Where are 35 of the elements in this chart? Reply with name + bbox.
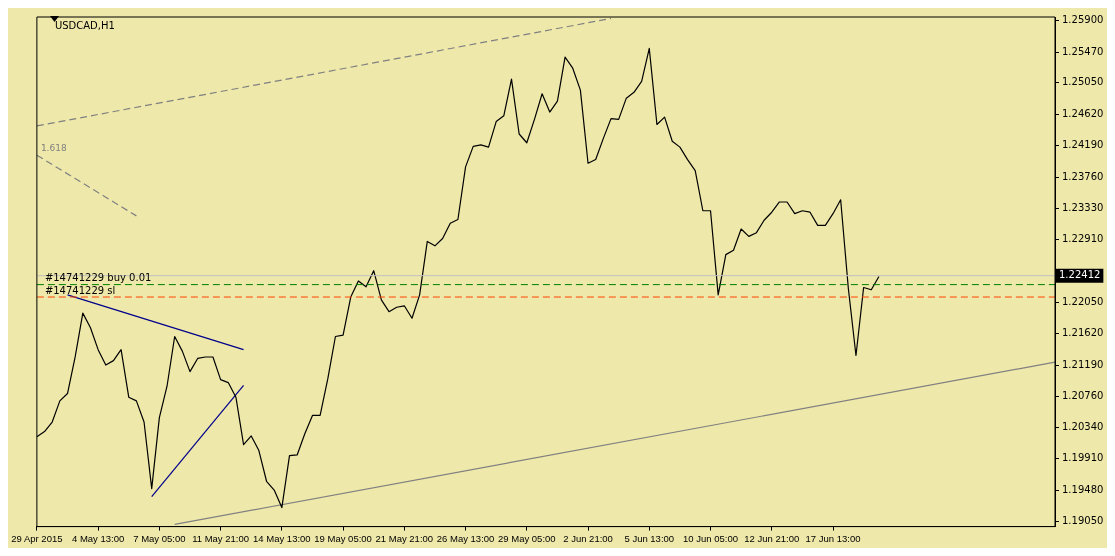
x-tick-label: 5 Jun 13:00 [624,532,675,544]
y-tick-label: 1.23760 [1062,170,1104,182]
x-tick-label: 4 May 13:00 [71,532,125,544]
annotation: 1.618 [40,143,67,154]
y-tick-label: 1.25900 [1062,14,1104,26]
y-tick-label: 1.19480 [1062,483,1104,495]
ref-line-label: 1.22412 [1059,269,1101,281]
x-tick-label: 11 May 21:00 [192,532,250,544]
y-tick-label: 1.21620 [1062,327,1104,339]
y-tick-label: 1.25470 [1062,45,1104,57]
x-tick-label: 7 May 05:00 [133,532,186,544]
y-tick-label: 1.25050 [1062,76,1104,88]
y-tick-label: 1.23330 [1062,202,1104,214]
x-tick-label: 29 Apr 2015 [11,532,63,544]
y-tick-label: 1.21190 [1062,358,1104,370]
chart-title: USDCAD,H1 [54,19,115,31]
x-tick-label: 12 Jun 21:00 [744,532,800,544]
y-tick-label: 1.24190 [1062,139,1104,151]
y-tick-label: 1.22050 [1062,295,1104,307]
y-tick-label: 1.20760 [1062,390,1104,402]
x-tick-label: 10 Jun 05:00 [683,532,738,544]
x-tick-label: 26 May 13:00 [436,532,495,544]
y-tick-label: 1.19050 [1062,515,1104,527]
y-tick-label: 1.22910 [1062,232,1104,244]
x-tick-label: 2 Jun 21:00 [563,532,613,544]
ref-line-label: #14741229 sl [44,284,116,296]
y-tick-label: 1.19910 [1062,452,1104,464]
x-tick-label: 19 May 05:00 [314,532,372,544]
ref-line-label: #14741229 buy 0.01 [44,272,152,284]
x-tick-label: 17 Jun 13:00 [805,532,861,544]
x-tick-label: 21 May 21:00 [375,532,434,544]
y-tick-label: 1.24620 [1062,107,1104,119]
x-tick-label: 29 May 05:00 [498,532,556,544]
x-tick-label: 14 May 13:00 [253,532,311,544]
y-tick-label: 1.20340 [1062,420,1104,432]
